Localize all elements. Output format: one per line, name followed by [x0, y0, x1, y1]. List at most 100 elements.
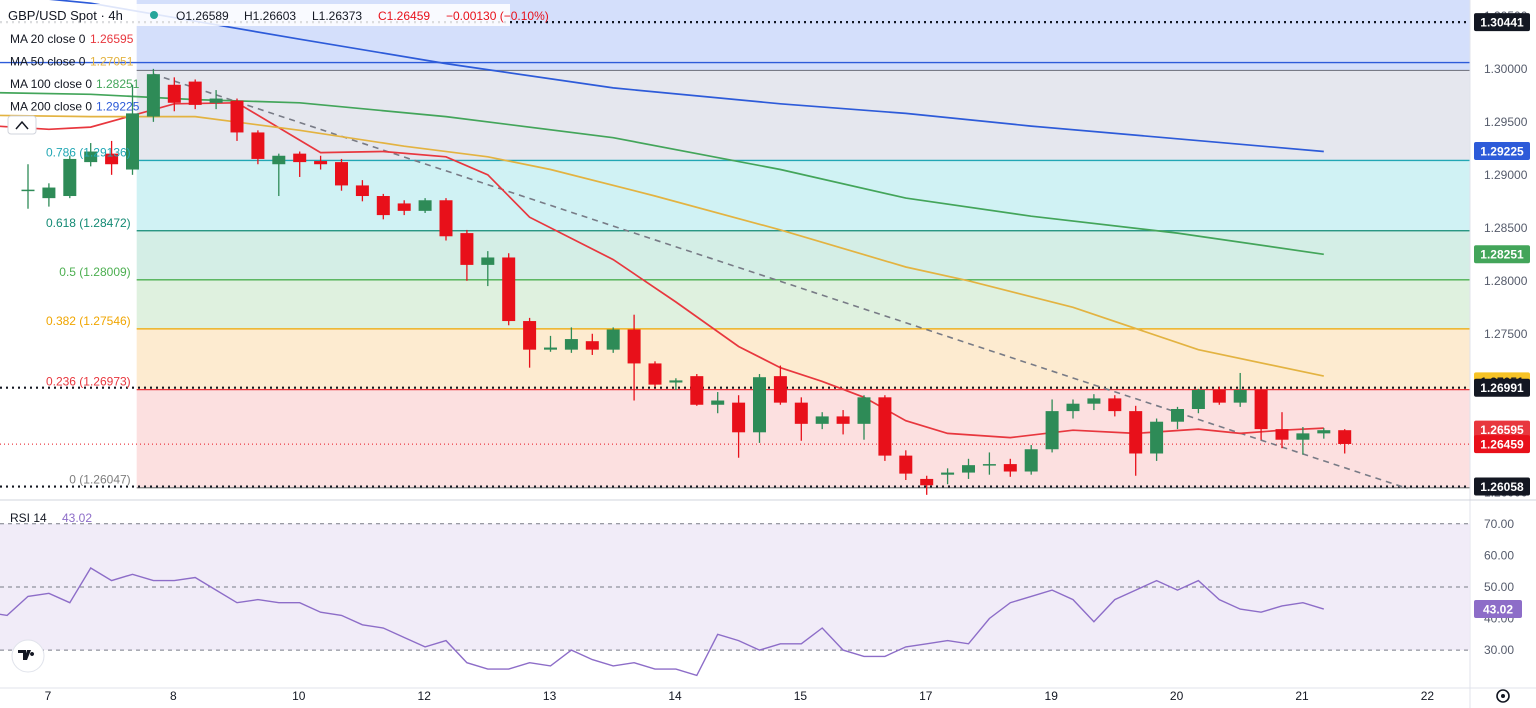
time-tick-label: 17 — [919, 689, 933, 703]
candle-body — [1254, 389, 1268, 430]
candle — [941, 468, 955, 485]
candle-body — [188, 81, 202, 105]
price-axis[interactable]: 1.305001.300001.295001.290001.285001.280… — [1469, 0, 1536, 708]
candles[interactable] — [21, 68, 1352, 495]
candle — [982, 452, 996, 475]
candle-body — [1296, 433, 1310, 440]
time-tick-label: 10 — [292, 689, 306, 703]
candle — [920, 475, 934, 495]
candle — [1129, 405, 1143, 476]
fib-zone — [136, 279, 1471, 329]
price-label-box: 1.26595 — [1474, 420, 1530, 439]
price-label-background — [1474, 378, 1530, 397]
candle-body — [230, 100, 244, 133]
fib-zone — [136, 328, 1471, 390]
descending-trendline — [153, 73, 1408, 490]
candle — [753, 374, 766, 443]
rsi-line — [0, 567, 1325, 677]
candle-body — [982, 464, 996, 466]
price-label-background — [1474, 420, 1530, 439]
candle — [314, 155, 328, 170]
candle-body — [920, 478, 934, 486]
candle-body — [732, 402, 746, 433]
candle — [126, 84, 139, 175]
candle-body — [564, 339, 578, 350]
candle — [1317, 428, 1331, 439]
price-tick-label: 1.29000 — [1484, 168, 1528, 182]
price-label-value: 1.30441 — [1480, 16, 1524, 30]
candle — [1296, 427, 1310, 455]
price-tick-label: 1.28000 — [1484, 274, 1528, 288]
time-tick-label: 15 — [794, 689, 808, 703]
candle — [397, 200, 411, 216]
candle-body — [293, 153, 307, 163]
candle-body — [1317, 430, 1331, 434]
candle-body — [1108, 398, 1122, 412]
candle — [585, 333, 599, 355]
price-tick-label: 1.28500 — [1484, 221, 1528, 235]
candle — [1024, 445, 1038, 475]
symbol-title: GBP/USD Spot · 4h — [8, 8, 123, 23]
candle — [669, 378, 683, 390]
ma-legend-value: 1.26595 — [90, 32, 134, 46]
candle — [899, 450, 913, 480]
candle — [1254, 388, 1268, 440]
ohlc-open: O1.26589 — [176, 9, 229, 23]
candle-body — [1233, 389, 1247, 403]
candle-body — [669, 380, 683, 383]
candle-body — [21, 189, 35, 192]
candle-body — [962, 465, 975, 473]
candle-body — [126, 113, 139, 170]
candle-body — [167, 84, 181, 103]
price-label-value: 1.26595 — [1480, 423, 1524, 437]
candle — [1171, 406, 1184, 430]
candle — [42, 183, 56, 207]
candle — [962, 458, 975, 479]
candle — [627, 314, 641, 401]
market-status-icon — [150, 11, 158, 19]
price-label-box: 1.30441 — [1474, 13, 1530, 32]
candle — [272, 153, 286, 197]
ohlc-close: C1.26459 — [378, 9, 430, 23]
candle-body — [648, 363, 662, 385]
rsi-tick-label: 30.00 — [1484, 643, 1514, 657]
candle — [1108, 395, 1122, 417]
collapse-legend-button — [7, 115, 37, 135]
candle-body — [314, 161, 328, 165]
rsi-value-label: 43.02 — [1483, 602, 1513, 616]
candle-body — [209, 98, 223, 103]
candle-body — [794, 402, 808, 424]
candle — [418, 198, 432, 213]
candle-body — [1191, 389, 1205, 409]
candle — [1066, 399, 1080, 419]
candle-body — [105, 153, 119, 165]
candle-body — [544, 347, 557, 350]
time-tick-label: 14 — [668, 689, 682, 703]
fib-level-label: 0.786 (1.29136) — [46, 145, 131, 159]
price-tick-label: 1.29500 — [1484, 115, 1528, 129]
settings-gear-icon — [1496, 689, 1510, 703]
candle — [146, 68, 160, 122]
candle — [481, 251, 495, 287]
candle-body — [42, 187, 56, 199]
candle — [773, 365, 787, 405]
time-tick-label: 20 — [1170, 689, 1184, 703]
candle — [1003, 458, 1017, 477]
candle-body — [272, 155, 286, 165]
horizontal-levels — [0, 21, 1470, 488]
time-axis[interactable]: 7 8 10 12 13 14 15 17 19 20 21 22 — [0, 687, 1536, 703]
price-label-box: 1.28251 — [1474, 245, 1530, 264]
candle — [355, 180, 369, 202]
price-label-background — [1474, 13, 1530, 32]
candle-body — [878, 397, 892, 456]
time-tick-label: 22 — [1421, 689, 1435, 703]
candle-body — [439, 200, 453, 237]
time-tick-label: 7 — [45, 689, 52, 703]
candle-body — [460, 233, 474, 265]
candle — [376, 193, 390, 220]
price-label-box: 1.26058 — [1474, 477, 1530, 496]
candle — [794, 397, 808, 441]
rsi-value-background — [1474, 599, 1522, 618]
